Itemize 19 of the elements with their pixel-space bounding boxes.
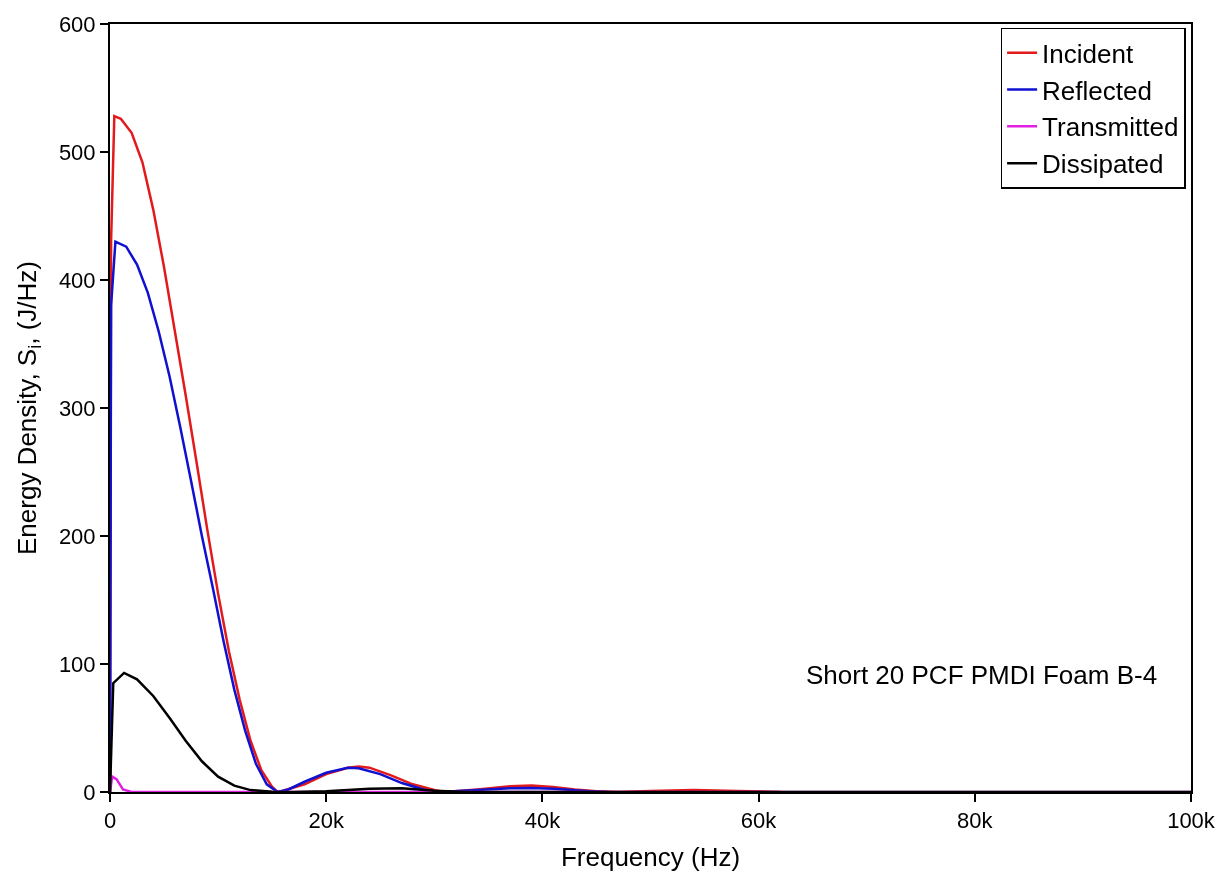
y-tick-label: 400 <box>58 267 96 293</box>
y-tick-label: 500 <box>58 139 96 165</box>
legend-label: Reflected <box>1042 75 1152 106</box>
y-tick-label: 200 <box>58 523 96 549</box>
y-tick-label: 100 <box>58 651 96 677</box>
x-tick-label: 40k <box>524 808 562 834</box>
x-tick-label: 80k <box>957 808 994 834</box>
x-axis-title: Frequency (Hz) <box>560 841 741 872</box>
x-tick-label: 100k <box>1167 808 1216 834</box>
y-tick-label: 600 <box>58 11 96 37</box>
y-tick-label: 0 <box>83 779 96 805</box>
legend-label: Dissipated <box>1042 149 1164 180</box>
x-tick-label: 60k <box>740 808 778 834</box>
x-tick-label: 20k <box>308 808 345 834</box>
legend-label: Transmitted <box>1042 112 1179 143</box>
y-tick-label: 300 <box>58 395 96 421</box>
legend-label: Incident <box>1042 38 1134 69</box>
annotation: Short 20 PCF PMDI Foam B-4 <box>806 660 1158 690</box>
x-tick-label: 0 <box>103 808 117 834</box>
